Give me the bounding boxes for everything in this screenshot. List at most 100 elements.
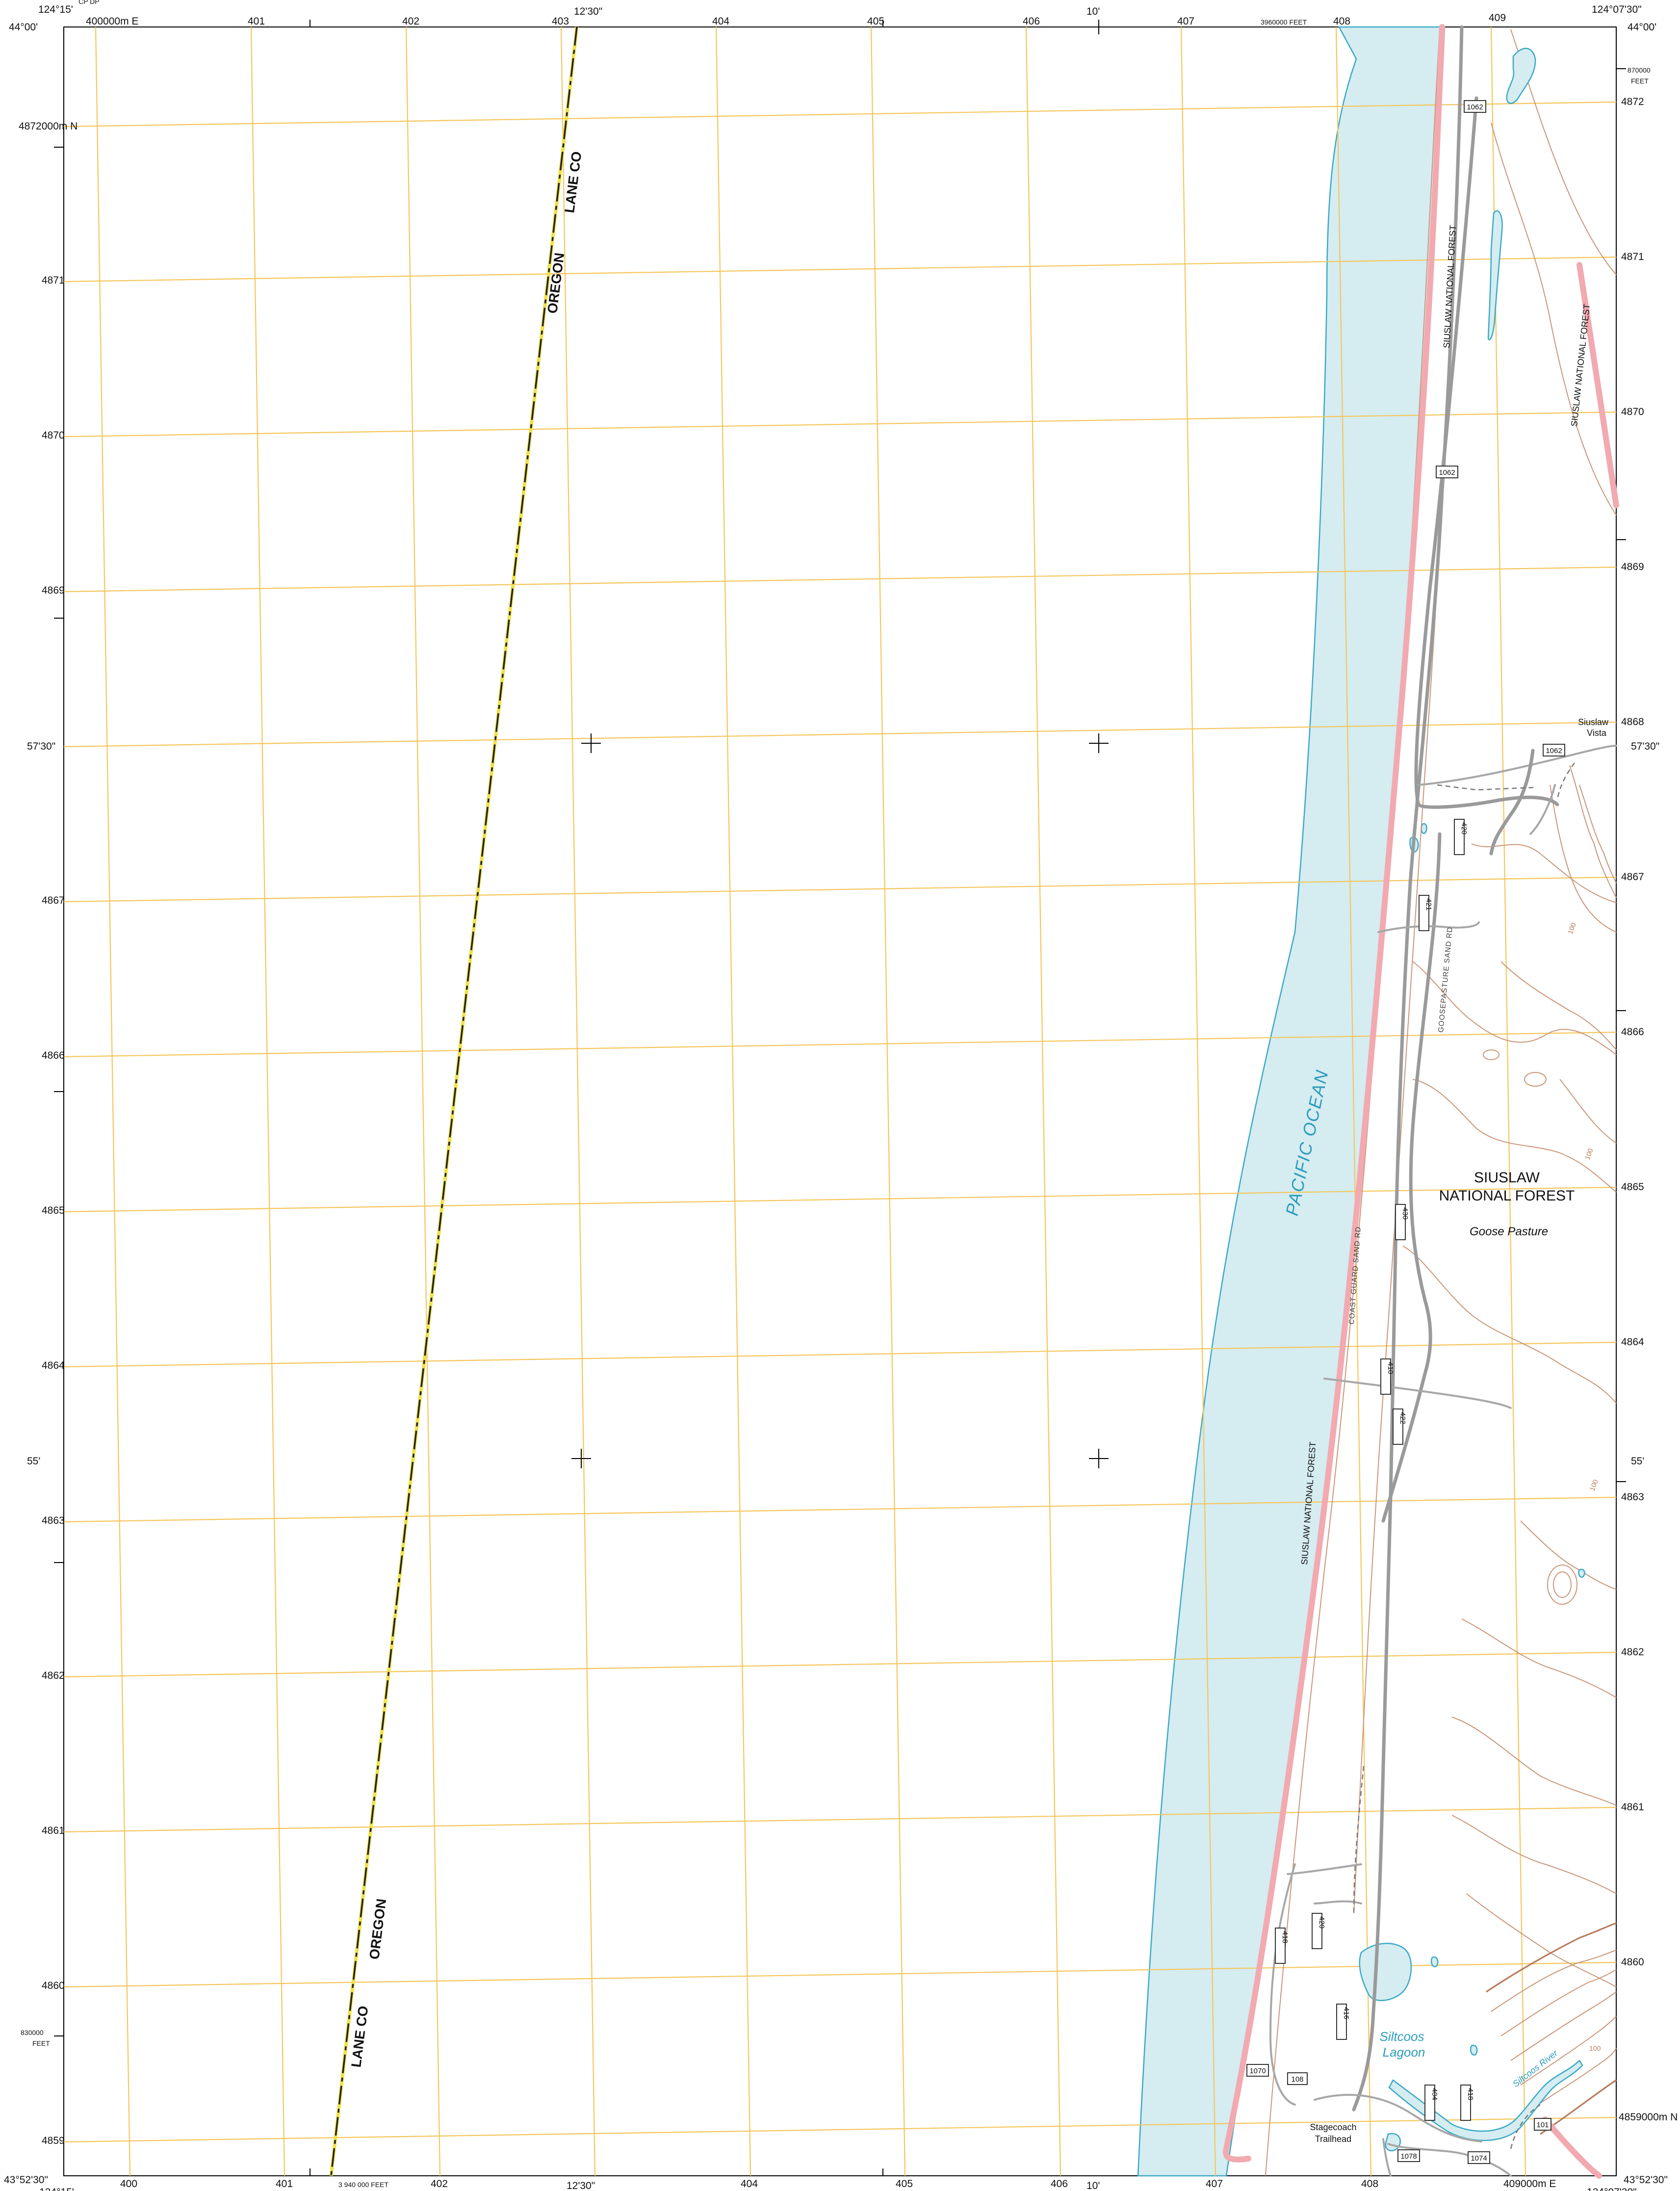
- bottom-margin-ticks: 400 401 3 940 000 FEET 402 12'30" 404 40…: [120, 2178, 1556, 2191]
- svg-text:4869: 4869: [42, 585, 65, 596]
- contour-label: 100: [1589, 2044, 1601, 2052]
- svg-text:409000m E: 409000m E: [1503, 2178, 1556, 2190]
- contour-lines: [1402, 29, 1617, 2135]
- label-siltcoos-lagoon-2: Lagoon: [1383, 2045, 1425, 2060]
- route-shield-101: 101: [1534, 2118, 1551, 2131]
- svg-text:4864: 4864: [42, 1360, 65, 1371]
- svg-text:407: 407: [1206, 2178, 1223, 2190]
- svg-text:10': 10': [1086, 6, 1100, 17]
- corner-top-left-lon: 124°15': [38, 4, 73, 15]
- svg-text:4870: 4870: [42, 430, 65, 441]
- route-shield-1070: 1070: [1246, 2064, 1269, 2077]
- svg-text:FEET: FEET: [1631, 77, 1649, 85]
- svg-text:57'30": 57'30": [1631, 741, 1659, 752]
- svg-text:408: 408: [1333, 16, 1350, 27]
- label-siuslaw-vista-1: Siuslaw: [1578, 717, 1609, 727]
- svg-text:4860: 4860: [1621, 1956, 1644, 1968]
- svg-text:402: 402: [431, 2178, 448, 2190]
- svg-text:405: 405: [896, 2178, 913, 2190]
- svg-text:1078: 1078: [1400, 2152, 1417, 2161]
- svg-text:830000: 830000: [21, 2029, 44, 2036]
- svg-text:418: 418: [1281, 1931, 1289, 1943]
- forest-road-shield: 420: [1312, 1913, 1326, 1949]
- margin-tick-marks: [54, 20, 1626, 2036]
- svg-text:4860: 4860: [42, 1980, 65, 1991]
- svg-text:870000: 870000: [1628, 66, 1651, 74]
- svg-text:4867: 4867: [1621, 871, 1644, 883]
- svg-text:430: 430: [1401, 1207, 1409, 1220]
- corner-bottom-left-lat: 43°52'30": [4, 2174, 48, 2186]
- top-stub: CP DP: [78, 0, 100, 5]
- svg-text:1062: 1062: [1467, 103, 1483, 111]
- svg-text:4869: 4869: [1621, 561, 1644, 573]
- corner-bottom-left-lon: 124°15': [39, 2187, 74, 2191]
- route-shield-1062c: 1062: [1543, 744, 1565, 756]
- corner-top-left-lat: 44°00': [9, 22, 38, 33]
- label-siltcoos-lagoon-1: Siltcoos: [1379, 2029, 1424, 2044]
- label-goose-pasture: Goose Pasture: [1470, 1225, 1548, 1238]
- forest-road-shield: 421: [1419, 895, 1433, 931]
- corner-bottom-right-lon: 124°07'30": [1587, 2187, 1637, 2191]
- svg-text:4866: 4866: [1621, 1026, 1644, 1038]
- svg-text:4871: 4871: [42, 275, 65, 286]
- svg-text:408: 408: [1361, 2178, 1378, 2190]
- svg-text:4865: 4865: [42, 1205, 65, 1216]
- svg-text:10': 10': [1086, 2180, 1100, 2191]
- svg-text:409: 409: [1489, 12, 1506, 24]
- svg-text:420: 420: [1460, 822, 1468, 835]
- svg-text:401: 401: [276, 2178, 293, 2190]
- svg-text:404: 404: [1430, 2088, 1439, 2100]
- label-siuslaw-nf-1: SIUSLAW: [1474, 1170, 1540, 1186]
- top-margin-ticks: 400000m E 401 402 403 12'30" 404 405 406…: [86, 6, 1506, 27]
- svg-text:404: 404: [741, 2178, 758, 2190]
- corner-top-right-lat: 44°00': [1628, 22, 1656, 33]
- beach-strip: [1223, 24, 1445, 2163]
- highway-101-south: [1542, 2116, 1602, 2179]
- corner-top-right-lon: 124°07'30": [1592, 4, 1642, 15]
- svg-text:4870: 4870: [1621, 406, 1644, 417]
- svg-text:12'30": 12'30": [567, 2180, 595, 2191]
- contour-label: 100: [1583, 1147, 1595, 1161]
- svg-text:4866: 4866: [42, 1050, 65, 1061]
- svg-text:4872: 4872: [1621, 96, 1644, 107]
- svg-text:420: 420: [1318, 1916, 1326, 1929]
- label-stagecoach-2: Trailhead: [1315, 2134, 1351, 2144]
- svg-text:4872000m N: 4872000m N: [19, 121, 78, 132]
- svg-text:418: 418: [1466, 2088, 1474, 2100]
- svg-text:401: 401: [248, 16, 265, 27]
- svg-text:405: 405: [867, 16, 884, 27]
- forest-road-shield: 430: [1395, 1204, 1409, 1240]
- forest-road-shield: 410: [1380, 1358, 1395, 1395]
- corner-bottom-right-lat: 43°52'30": [1624, 2174, 1668, 2186]
- svg-text:4859000m N: 4859000m N: [1619, 2112, 1678, 2123]
- svg-text:1062: 1062: [1546, 747, 1562, 755]
- label-stagecoach-1: Stagecoach: [1310, 2122, 1356, 2132]
- svg-text:4859: 4859: [42, 2135, 65, 2146]
- trails: [1353, 762, 1576, 2149]
- svg-text:4861: 4861: [42, 1825, 65, 1836]
- forest-road-shield: 404: [1424, 2085, 1439, 2121]
- svg-text:4868: 4868: [1621, 716, 1644, 728]
- svg-text:421: 421: [1424, 898, 1433, 911]
- svg-text:1074: 1074: [1471, 2154, 1487, 2163]
- state-county-boundary: [330, 26, 578, 2176]
- svg-text:400: 400: [120, 2178, 137, 2190]
- svg-text:4871: 4871: [1621, 251, 1644, 262]
- svg-text:4867: 4867: [42, 895, 65, 906]
- svg-text:55': 55': [1631, 1456, 1644, 1467]
- svg-text:1062: 1062: [1439, 469, 1455, 477]
- right-margin-ticks: 870000 FEET 4872 4871 4870 4869 4868 57'…: [1619, 66, 1678, 2123]
- forest-road-shield: 418: [1275, 1928, 1289, 1964]
- svg-text:4862: 4862: [1621, 1646, 1644, 1658]
- svg-text:404: 404: [712, 16, 729, 27]
- svg-text:FEET: FEET: [32, 2039, 50, 2047]
- svg-text:4863: 4863: [1621, 1491, 1644, 1503]
- svg-text:4864: 4864: [1621, 1336, 1644, 1348]
- svg-text:406: 406: [1051, 2178, 1068, 2190]
- svg-text:108: 108: [1291, 2075, 1303, 2084]
- svg-text:402: 402: [402, 16, 419, 27]
- route-shield-1062a: 1062: [1464, 100, 1486, 113]
- svg-text:400000m E: 400000m E: [86, 16, 138, 27]
